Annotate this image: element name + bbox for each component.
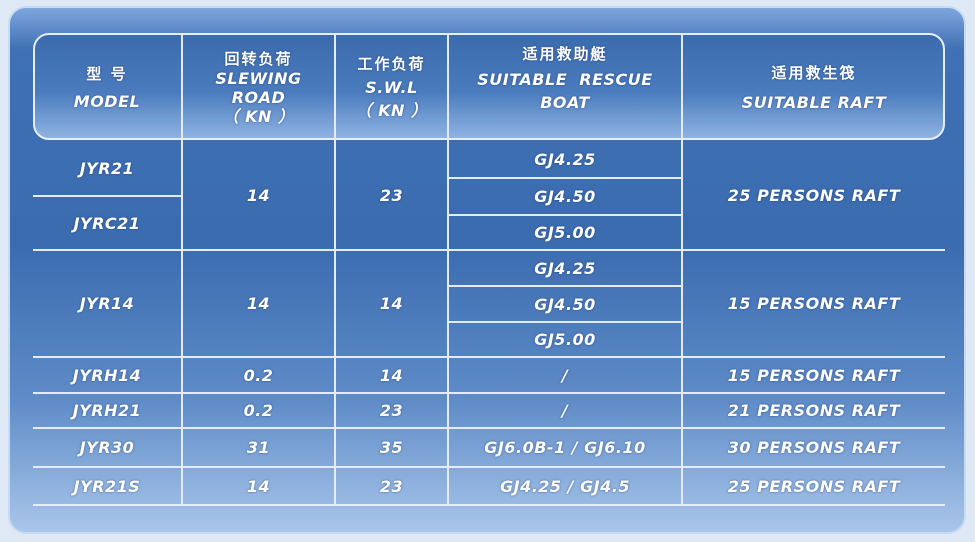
- model-cell: JYR21S: [73, 476, 141, 496]
- boat-cell: GJ5.00: [534, 223, 596, 242]
- boat-cell: /: [561, 365, 569, 385]
- slewing-cell: 14: [246, 476, 271, 496]
- boat-cell: GJ5.00: [534, 330, 596, 349]
- column-divider: [681, 33, 683, 505]
- model-cell: JYR21: [79, 159, 135, 178]
- row-divider: [33, 356, 945, 358]
- boat-cell: GJ4.50: [534, 294, 596, 314]
- header-slewing-zh: 回转负荷: [224, 49, 293, 68]
- row-divider: [33, 504, 945, 506]
- boat-cell: GJ4.50: [534, 187, 596, 206]
- slewing-cell: 14: [246, 294, 271, 313]
- row-divider: [33, 195, 181, 197]
- row-divider: [447, 285, 681, 287]
- row-divider: [33, 249, 945, 251]
- swl-cell: 23: [379, 186, 404, 205]
- swl-cell: 14: [379, 294, 404, 313]
- header-swl-en: S.W.L: [365, 78, 418, 97]
- boat-cell: GJ6.0B-1 / GJ6.10: [484, 438, 646, 457]
- model-cell: JYR14: [79, 294, 135, 313]
- column-divider: [447, 33, 449, 505]
- column-divider: [334, 33, 336, 505]
- header-raft-zh: 适用救生筏: [771, 63, 857, 82]
- header-slewing-en1: SLEWING: [215, 68, 302, 88]
- header-slewing: 回转负荷 SLEWING ROAD （ KN ）: [183, 35, 334, 140]
- row-divider: [447, 214, 681, 216]
- header-slewing-en2: ROAD: [231, 87, 286, 107]
- swl-cell: 23: [379, 401, 404, 420]
- model-cell: JYR30: [79, 438, 135, 457]
- header-model: 型 号 MODEL: [33, 35, 181, 140]
- header-swl-zh: 工作负荷: [357, 55, 426, 73]
- raft-cell: 21 PERSONS RAFT: [727, 401, 901, 420]
- slewing-cell: 31: [246, 438, 271, 457]
- swl-cell: 14: [379, 365, 404, 385]
- row-divider: [447, 321, 681, 323]
- row-divider: [33, 466, 945, 468]
- boat-cell: GJ4.25 / GJ4.5: [500, 476, 630, 496]
- boat-cell: GJ4.25: [534, 150, 596, 169]
- swl-cell: 23: [379, 476, 404, 496]
- header-slewing-unit: （ KN ）: [222, 106, 295, 126]
- slewing-cell: 0.2: [243, 401, 274, 420]
- raft-cell: 15 PERSONS RAFT: [727, 365, 901, 385]
- header-raft: 适用救生筏 SUITABLE RAFT: [683, 35, 945, 140]
- model-cell: JYRH14: [72, 365, 142, 385]
- model-cell: JYRH21: [72, 401, 142, 420]
- row-divider: [447, 177, 681, 179]
- row-divider: [33, 427, 945, 429]
- raft-cell: 25 PERSONS RAFT: [727, 476, 901, 496]
- header-boat: 适用救助艇 SUITABLE RESCUE BOAT: [449, 35, 681, 140]
- header-boat-en1: SUITABLE RESCUE: [477, 70, 653, 89]
- header-raft-en: SUITABLE RAFT: [741, 92, 887, 112]
- header-model-zh: 型 号: [86, 64, 128, 83]
- raft-cell: 15 PERSONS RAFT: [727, 294, 901, 313]
- slewing-cell: 14: [246, 186, 271, 205]
- swl-cell: 35: [379, 438, 404, 457]
- raft-cell: 25 PERSONS RAFT: [727, 186, 901, 205]
- column-divider: [181, 33, 183, 505]
- boat-cell: GJ4.25: [534, 258, 596, 278]
- header-boat-zh: 适用救助艇: [522, 45, 608, 63]
- header-swl-unit: （ KN ）: [355, 101, 428, 120]
- header-boat-en2: BOAT: [540, 93, 590, 112]
- header-model-en: MODEL: [73, 91, 141, 111]
- boat-cell: /: [561, 401, 569, 420]
- header-background: [33, 33, 945, 140]
- header-swl: 工作负荷 S.W.L （ KN ）: [336, 35, 447, 140]
- slewing-cell: 0.2: [243, 365, 274, 385]
- raft-cell: 30 PERSONS RAFT: [727, 438, 901, 457]
- model-cell: JYRC21: [73, 213, 141, 233]
- row-divider: [33, 392, 945, 394]
